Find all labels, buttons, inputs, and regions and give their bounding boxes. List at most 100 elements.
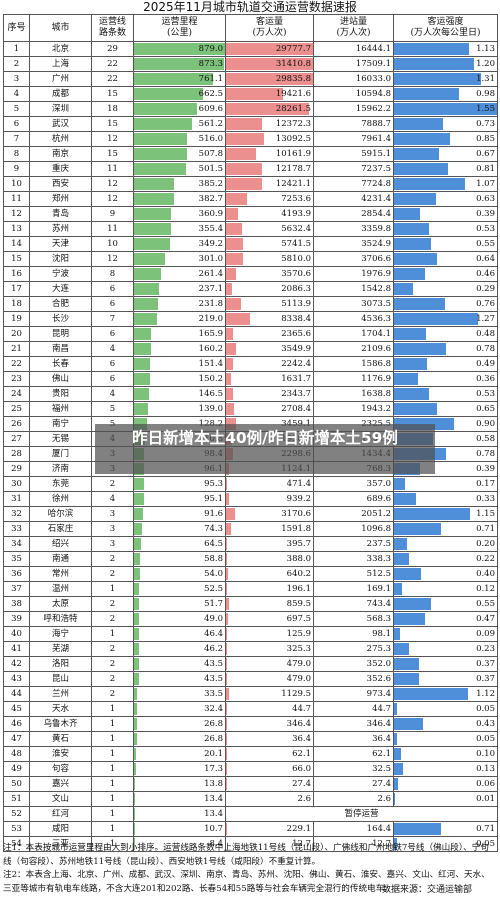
cell-intensity-value: 1.15 [476, 509, 495, 519]
cell-passengers-value: 3549.9 [281, 344, 311, 354]
cell-passengers: 2343.7 [225, 386, 314, 402]
cell-seq: 50 [3, 776, 30, 792]
table-row: 11 郑州 12 382.7 7253.6 4231.4 0.63 [3, 191, 498, 207]
header-city: 城市 [29, 14, 92, 42]
cell-lines: 3 [91, 536, 134, 552]
cell-city: 石家庄 [29, 521, 92, 537]
cell-intensity-bar [394, 523, 442, 535]
cell-seq: 7 [3, 131, 30, 147]
cell-passengers-value: 62.1 [292, 749, 311, 759]
cell-inbound: 5915.1 [313, 146, 394, 162]
cell-intensity-value: 0.37 [476, 674, 495, 684]
cell-intensity: 1.20 [393, 56, 498, 72]
cell-intensity: 0.81 [393, 161, 498, 177]
cell-mileage-bar [134, 493, 144, 505]
cell-passengers-bar [226, 358, 233, 370]
cell-intensity-value: 0.78 [476, 449, 495, 459]
cell-passengers-value: 2086.3 [281, 284, 311, 294]
cell-lines: 2 [91, 641, 134, 657]
cell-mileage-bar [134, 43, 225, 55]
cell-inbound: 352.0 [313, 656, 394, 672]
cell-intensity: 0.17 [393, 476, 498, 492]
cell-mileage-bar [134, 328, 152, 340]
cell-intensity-bar [394, 553, 409, 565]
cell-city: 海宁 [29, 626, 92, 642]
cell-passengers-bar [226, 823, 227, 835]
cell-mileage: 146.5 [133, 386, 226, 402]
cell-passengers-value: 8338.4 [281, 314, 311, 324]
header-row: 序号 城市 运营线 路条数 运营里程 (公里) 客运量 (万人次) 进站量 (万… [3, 14, 498, 42]
cell-mileage: 46.2 [133, 641, 226, 657]
table-title: 2025年11月城市轨道交通运营数据速报 [143, 0, 357, 14]
cell-mileage: 95.3 [133, 476, 226, 492]
cell-passengers-bar [226, 178, 263, 190]
cell-inbound: 2109.6 [313, 341, 394, 357]
cell-intensity-value: 0.22 [476, 554, 495, 564]
data-table: 序号 城市 运营线 路条数 运营里程 (公里) 客运量 (万人次) 进站量 (万… [3, 14, 498, 852]
cell-passengers-bar [226, 133, 265, 145]
cell-passengers: 1631.7 [225, 371, 314, 387]
cell-lines: 4 [91, 341, 134, 357]
cell-city: 宁波 [29, 266, 92, 282]
cell-intensity: 0.05 [393, 731, 498, 747]
cell-city: 长春 [29, 356, 92, 372]
cell-passengers: 5741.5 [225, 236, 314, 252]
cell-intensity: 0.29 [393, 281, 498, 297]
cell-passengers: 28261.5 [225, 101, 314, 117]
cell-intensity-value: 0.65 [476, 404, 495, 414]
cell-mileage-value: 231.8 [198, 299, 223, 309]
table-row: 41 芜湖 2 46.2 325.3 275.3 0.23 [3, 641, 498, 657]
table-row: 51 文山 1 13.4 2.6 2.6 0.01 [3, 791, 498, 807]
cell-seq: 19 [3, 311, 30, 327]
cell-intensity: 0.10 [393, 746, 498, 762]
cell-passengers-bar [226, 388, 233, 400]
cell-passengers: 5810.0 [225, 251, 314, 267]
cell-seq: 34 [3, 536, 30, 552]
cell-passengers-value: 27.4 [292, 779, 311, 789]
cell-passengers: 2.6 [225, 791, 314, 807]
cell-lines: 11 [91, 221, 134, 237]
cell-city: 昆明 [29, 326, 92, 342]
cell-lines: 2 [91, 551, 134, 567]
cell-passengers-bar [226, 508, 236, 520]
cell-city: 苏州 [29, 221, 92, 237]
cell-mileage-value: 58.8 [204, 554, 223, 564]
cell-intensity-bar [394, 838, 398, 850]
cell-passengers-bar [226, 268, 237, 280]
cell-city: 南通 [29, 551, 92, 567]
cell-mileage-bar [134, 388, 150, 400]
cell-mileage-value: 20.1 [204, 749, 223, 759]
cell-inbound: 36.4 [313, 731, 394, 747]
cell-intensity-bar [394, 178, 466, 190]
cell-mileage-bar [134, 103, 198, 115]
cell-mileage-value: 26.8 [204, 734, 223, 744]
cell-passengers: 7253.6 [225, 191, 314, 207]
cell-seq: 9 [3, 161, 30, 177]
cell-inbound: 1976.9 [313, 266, 394, 282]
cell-passengers: 12372.3 [225, 116, 314, 132]
cell-mileage: 165.9 [133, 326, 226, 342]
table-row: 54 三亚 1 8.4 12.7 12.7 0.05 [3, 836, 498, 852]
cell-inbound: 98.1 [313, 626, 394, 642]
cell-passengers-value: 5113.9 [281, 299, 311, 309]
cell-intensity: 1.55 [393, 101, 498, 117]
cell-city: 广州 [29, 71, 92, 87]
cell-seq: 17 [3, 281, 30, 297]
cell-passengers-value: 19421.6 [275, 89, 311, 99]
cell-city: 武汉 [29, 116, 92, 132]
cell-mileage-bar [134, 628, 139, 640]
cell-passengers-value: 10161.9 [275, 149, 311, 159]
cell-intensity-value: 1.31 [476, 74, 495, 84]
cell-intensity-bar [394, 538, 408, 550]
cell-passengers: 27.4 [225, 776, 314, 792]
cell-mileage-bar [134, 508, 144, 520]
cell-intensity: 0.85 [393, 131, 498, 147]
cell-passengers: 479.0 [225, 671, 314, 687]
cell-intensity-value: 0.67 [476, 149, 495, 159]
cell-inbound: 62.1 [313, 746, 394, 762]
cell-passengers-value: 4193.9 [281, 209, 311, 219]
cell-mileage-bar [134, 298, 158, 310]
cell-intensity-value: 0.53 [476, 389, 495, 399]
cell-lines: 6 [91, 296, 134, 312]
cell-city: 温州 [29, 581, 92, 597]
